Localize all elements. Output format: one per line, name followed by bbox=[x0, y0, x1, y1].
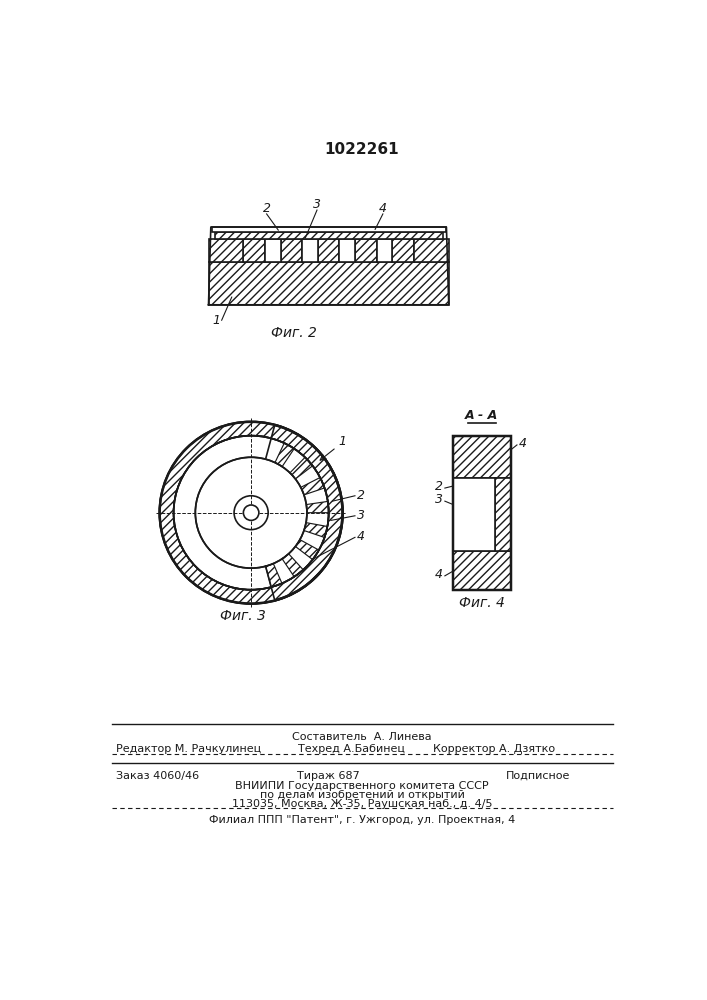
Bar bbox=[243, 239, 265, 262]
Bar bbox=[452, 436, 510, 478]
Text: 4: 4 bbox=[356, 530, 365, 543]
Text: 3: 3 bbox=[313, 198, 321, 211]
Circle shape bbox=[243, 505, 259, 520]
Bar bbox=[303, 239, 317, 262]
Text: Фиг. 3: Фиг. 3 bbox=[221, 609, 267, 624]
Text: Корректор А. Дзятко: Корректор А. Дзятко bbox=[433, 744, 556, 754]
Text: ВНИИПИ Государственного комитета СССР: ВНИИПИ Государственного комитета СССР bbox=[235, 781, 489, 791]
Text: 4: 4 bbox=[518, 437, 527, 450]
Text: 113035, Москва, Ж-35, Раушская наб., д. 4/5: 113035, Москва, Ж-35, Раушская наб., д. … bbox=[232, 799, 492, 809]
Text: Тираж 687: Тираж 687 bbox=[297, 771, 360, 781]
Bar bbox=[209, 239, 243, 262]
Text: 2: 2 bbox=[262, 202, 271, 215]
Bar bbox=[215, 232, 443, 239]
Circle shape bbox=[160, 422, 343, 604]
Text: по делам изобретений и открытий: по делам изобретений и открытий bbox=[259, 790, 464, 800]
Bar bbox=[452, 478, 495, 551]
Bar bbox=[414, 239, 449, 262]
Text: Техред А.Бабинец: Техред А.Бабинец bbox=[298, 744, 404, 754]
Text: Подписное: Подписное bbox=[506, 771, 570, 781]
Wedge shape bbox=[251, 438, 329, 587]
Wedge shape bbox=[300, 478, 325, 495]
Bar bbox=[495, 478, 510, 551]
Bar bbox=[392, 239, 414, 262]
Bar bbox=[339, 239, 355, 262]
Text: Фиг. 2: Фиг. 2 bbox=[271, 326, 317, 340]
Wedge shape bbox=[296, 540, 319, 560]
Bar bbox=[317, 239, 339, 262]
Text: 1: 1 bbox=[338, 435, 346, 448]
Text: 3: 3 bbox=[435, 493, 443, 506]
Text: 2: 2 bbox=[356, 489, 365, 502]
Text: Фиг. 4: Фиг. 4 bbox=[459, 596, 505, 610]
Bar bbox=[452, 551, 510, 590]
Bar bbox=[377, 239, 392, 262]
Wedge shape bbox=[304, 523, 327, 537]
Text: 3: 3 bbox=[356, 509, 365, 522]
Text: A - A: A - A bbox=[465, 409, 498, 422]
Text: 1: 1 bbox=[212, 314, 221, 327]
Wedge shape bbox=[290, 457, 312, 479]
Bar bbox=[209, 239, 449, 262]
Wedge shape bbox=[282, 554, 303, 577]
Circle shape bbox=[174, 436, 329, 590]
Text: Составитель  А. Линева: Составитель А. Линева bbox=[292, 732, 432, 742]
Circle shape bbox=[234, 496, 268, 530]
Bar bbox=[265, 239, 281, 262]
Text: 4: 4 bbox=[379, 202, 387, 215]
Wedge shape bbox=[275, 443, 294, 467]
Text: 1022261: 1022261 bbox=[325, 142, 399, 157]
Bar bbox=[355, 239, 377, 262]
Text: 2: 2 bbox=[435, 480, 443, 493]
Wedge shape bbox=[266, 564, 282, 587]
Bar bbox=[452, 436, 510, 590]
Bar bbox=[281, 239, 303, 262]
Wedge shape bbox=[306, 501, 329, 513]
Bar bbox=[209, 262, 449, 305]
Bar bbox=[211, 227, 445, 232]
Text: Заказ 4060/46: Заказ 4060/46 bbox=[115, 771, 199, 781]
Text: Филиал ППП "Патент", г. Ужгород, ул. Проектная, 4: Филиал ППП "Патент", г. Ужгород, ул. Про… bbox=[209, 815, 515, 825]
Text: Редактор М. Рачкулинец: Редактор М. Рачкулинец bbox=[115, 744, 261, 754]
Text: 4: 4 bbox=[435, 568, 443, 581]
